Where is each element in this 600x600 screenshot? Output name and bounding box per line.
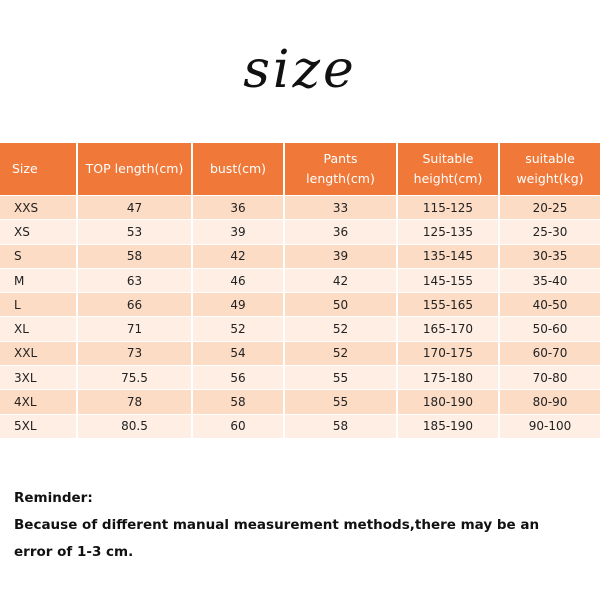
- table-cell: 42: [193, 243, 285, 268]
- header-text: Suitable: [422, 151, 474, 166]
- table-row: M 63 46 42 145-155 35-40: [0, 267, 600, 293]
- table-cell: 145-155: [398, 267, 500, 293]
- table-cell: 40-50: [500, 292, 600, 317]
- table-cell: 20-25: [500, 195, 600, 220]
- header-cell: bust(cm): [193, 143, 285, 195]
- table-cell: 135-145: [398, 243, 500, 268]
- header-text: weight(kg): [516, 171, 584, 186]
- table-cell: 52: [285, 340, 398, 366]
- table-cell: 60-70: [500, 340, 600, 366]
- table-cell: 58: [285, 413, 398, 438]
- reminder: Reminder: Because of different manual me…: [14, 485, 594, 566]
- header-text: Pants: [323, 151, 358, 166]
- header-cell: TOP length(cm): [78, 143, 193, 195]
- header-text: bust(cm): [209, 161, 267, 176]
- table-cell: 78: [78, 389, 193, 414]
- header-cell: Suitable height(cm): [398, 143, 500, 195]
- table-cell: 50-60: [500, 316, 600, 341]
- header-text: Size: [12, 161, 38, 176]
- table-cell: 80.5: [78, 413, 193, 438]
- table-cell: 54: [193, 340, 285, 366]
- table-cell: 55: [285, 389, 398, 414]
- table-cell: 165-170: [398, 316, 500, 341]
- table-cell: 3XL: [0, 365, 78, 390]
- table-cell: 52: [193, 316, 285, 341]
- header-text: TOP length(cm): [85, 161, 184, 176]
- table-cell: 35-40: [500, 267, 600, 293]
- table-cell: 50: [285, 292, 398, 317]
- reminder-heading: Reminder:: [14, 490, 93, 506]
- table-cell: 66: [78, 292, 193, 317]
- table-cell: 39: [193, 219, 285, 244]
- table-cell: 80-90: [500, 389, 600, 414]
- table-cell: 49: [193, 292, 285, 317]
- table-cell: 36: [285, 219, 398, 244]
- table-row: S 58 42 39 135-145 30-35: [0, 243, 600, 268]
- table-cell: 60: [193, 413, 285, 438]
- table-cell: 125-135: [398, 219, 500, 244]
- table-row: 4XL 78 58 55 180-190 80-90: [0, 389, 600, 414]
- table-cell: 47: [78, 195, 193, 220]
- table-cell: 42: [285, 267, 398, 293]
- table-cell: 53: [78, 219, 193, 244]
- table-row: 5XL 80.5 60 58 185-190 90-100: [0, 413, 600, 438]
- header-text: height(cm): [413, 171, 483, 186]
- table-cell: 46: [193, 267, 285, 293]
- size-table: Size TOP length(cm) bust(cm) Pants length(cm…: [0, 143, 600, 438]
- table-cell: 56: [193, 365, 285, 390]
- table-cell: 155-165: [398, 292, 500, 317]
- table-cell: 52: [285, 316, 398, 341]
- header-row: Size TOP length(cm) bust(cm) Pants length(cm…: [0, 143, 600, 195]
- table-cell: S: [0, 243, 78, 268]
- title: size: [243, 40, 357, 100]
- table-row: XL 71 52 52 165-170 50-60: [0, 316, 600, 341]
- table-cell: 36: [193, 195, 285, 220]
- table-cell: 70-80: [500, 365, 600, 390]
- table-cell: 4XL: [0, 389, 78, 414]
- table-cell: 180-190: [398, 389, 500, 414]
- table-cell: 30-35: [500, 243, 600, 268]
- reminder-line: error of 1-3 cm.: [14, 544, 134, 560]
- table-cell: XXL: [0, 340, 78, 366]
- table-cell: 63: [78, 267, 193, 293]
- table-cell: 39: [285, 243, 398, 268]
- header-text: suitable: [525, 151, 575, 166]
- table-cell: 75.5: [78, 365, 193, 390]
- table-cell: 185-190: [398, 413, 500, 438]
- table-cell: 71: [78, 316, 193, 341]
- table-row: XXL 73 54 52 170-175 60-70: [0, 340, 600, 366]
- table-cell: 90-100: [500, 413, 600, 438]
- table-cell: 58: [193, 389, 285, 414]
- table-cell: 170-175: [398, 340, 500, 366]
- table-cell: M: [0, 267, 78, 293]
- table-cell: 73: [78, 340, 193, 366]
- header-cell: Pants length(cm): [285, 143, 398, 195]
- reminder-line: Because of different manual measurement …: [14, 517, 540, 533]
- table-cell: 115-125: [398, 195, 500, 220]
- table-cell: XS: [0, 219, 78, 244]
- table-cell: XL: [0, 316, 78, 341]
- table-row: L 66 49 50 155-165 40-50: [0, 292, 600, 317]
- header-cell: suitable weight(kg): [500, 143, 600, 195]
- table-cell: XXS: [0, 195, 78, 220]
- table-cell: L: [0, 292, 78, 317]
- table-cell: 25-30: [500, 219, 600, 244]
- table-row: XS 53 39 36 125-135 25-30: [0, 219, 600, 244]
- table-cell: 33: [285, 195, 398, 220]
- table-row: XXS 47 36 33 115-125 20-25: [0, 195, 600, 220]
- table-cell: 175-180: [398, 365, 500, 390]
- header-text: length(cm): [306, 171, 375, 186]
- table-cell: 5XL: [0, 413, 78, 438]
- table-cell: 58: [78, 243, 193, 268]
- table-cell: 55: [285, 365, 398, 390]
- header-cell: Size: [0, 143, 78, 195]
- table-row: 3XL 75.5 56 55 175-180 70-80: [0, 365, 600, 390]
